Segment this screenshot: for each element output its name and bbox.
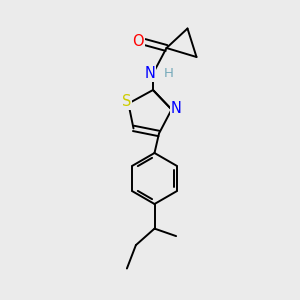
Text: N: N	[171, 100, 182, 116]
Text: N: N	[145, 66, 155, 81]
Text: H: H	[164, 67, 173, 80]
Text: O: O	[132, 34, 144, 50]
Text: S: S	[122, 94, 132, 110]
